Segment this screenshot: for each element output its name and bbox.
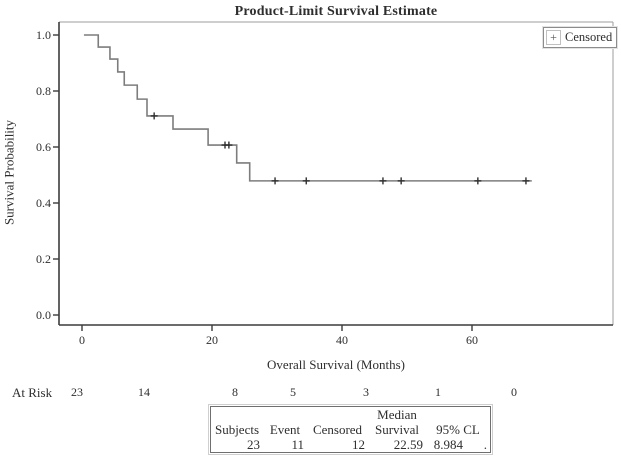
y-tick-label: 0.2 — [36, 252, 51, 266]
censored-plus-icon: + — [546, 30, 561, 45]
col-header-95cl: 95% CL — [436, 422, 480, 437]
median-header: Median — [377, 407, 417, 422]
y-axis-title: Survival Probability — [1, 119, 17, 226]
table-row: Subjects Event Censored Survival 95% CL — [211, 422, 491, 437]
at-risk-label: At Risk — [12, 385, 53, 400]
at-risk-value: 5 — [290, 385, 296, 399]
y-tick-label: 0.6 — [36, 140, 51, 154]
x-tick-label: 60 — [466, 333, 478, 347]
y-tick-label: 1.0 — [36, 28, 51, 42]
col-header-survival: Survival — [374, 422, 420, 437]
legend-censored-label: Censored — [565, 30, 613, 44]
legend: + Censored — [543, 27, 618, 48]
value-cl-upper: . — [483, 437, 487, 452]
y-tick-label: 0.0 — [36, 308, 51, 322]
value-cl-lower: 8.984 — [433, 437, 463, 452]
at-risk-value: 0 — [511, 385, 517, 399]
table-row: 23 11 12 22.59 8.984 . — [211, 437, 491, 453]
summary-table: Median Subjects Event Censored Survival … — [208, 404, 493, 455]
y-tick-label: 0.4 — [36, 196, 51, 210]
value-median-survival: 22.59 — [393, 437, 423, 452]
x-axis-title: Overall Survival (Months) — [267, 357, 405, 372]
at-risk-value: 14 — [138, 385, 150, 399]
at-risk-value: 1 — [435, 385, 441, 399]
x-tick-label: 40 — [336, 333, 348, 347]
at-risk-value: 23 — [71, 385, 83, 399]
value-censored: 12 — [352, 437, 365, 452]
value-subjects: 23 — [247, 437, 260, 452]
col-header-event: Event — [269, 422, 301, 437]
x-tick-label: 20 — [206, 333, 218, 347]
table-row: Median — [211, 407, 491, 423]
at-risk-value: 8 — [232, 385, 238, 399]
survival-step-curve — [83, 34, 532, 182]
x-tick-label: 0 — [79, 333, 85, 347]
col-header-censored: Censored — [312, 422, 363, 437]
value-event: 11 — [291, 437, 304, 452]
at-risk-value: 3 — [363, 385, 369, 399]
chart-title: Product-Limit Survival Estimate — [234, 4, 438, 19]
y-tick-label: 0.8 — [36, 84, 51, 98]
col-header-subjects: Subjects — [214, 422, 260, 437]
